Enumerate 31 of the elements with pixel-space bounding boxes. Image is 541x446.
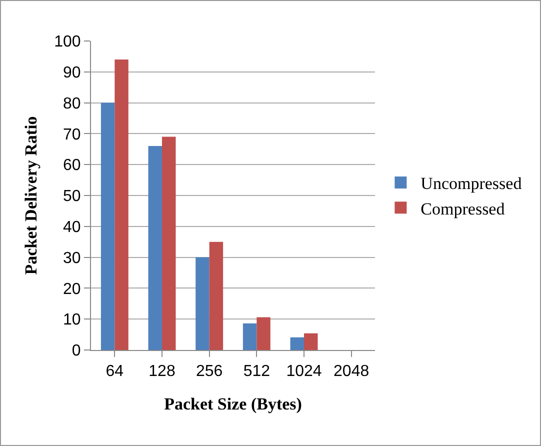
y-tick-label: 20	[63, 280, 81, 298]
bar	[242, 323, 257, 350]
x-tick-label: 512	[243, 363, 270, 380]
x-tick-label: 128	[148, 363, 176, 380]
y-tick-label: 30	[63, 250, 81, 267]
y-tick-label: 90	[63, 64, 81, 82]
legend-label: Uncompressed	[420, 174, 522, 194]
y-tick-label: 70	[63, 126, 81, 144]
bar	[148, 146, 162, 350]
x-tick-label: 2048	[334, 363, 370, 380]
y-tick-label: 100	[54, 34, 81, 51]
bar	[114, 60, 128, 350]
bar	[196, 257, 210, 350]
bar	[209, 242, 224, 350]
y-tick-label: 80	[63, 95, 81, 112]
y-tick-label: 50	[63, 188, 81, 206]
bar	[304, 333, 318, 350]
x-tick-label: 256	[196, 363, 223, 380]
y-tick-label: 0	[72, 342, 81, 360]
bar	[290, 337, 304, 350]
x-tick-label: 1024	[286, 363, 322, 380]
y-tick-label: 60	[63, 157, 81, 174]
legend-label: Compressed	[420, 199, 506, 218]
bar	[162, 136, 176, 350]
bar	[256, 317, 270, 350]
y-tick-label: 40	[63, 219, 81, 236]
x-tick-label: 64	[106, 363, 124, 380]
x-axis-title: Packet Size (Bytes)	[164, 394, 302, 414]
y-axis-title: Packet Delivery Ratio	[22, 116, 41, 275]
bar	[100, 102, 115, 350]
y-tick-label: 10	[63, 312, 81, 329]
